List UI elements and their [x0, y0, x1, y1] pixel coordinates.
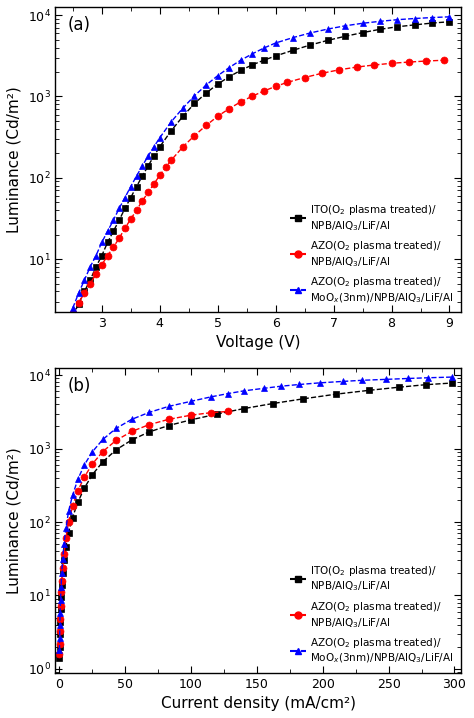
X-axis label: Current density (mA/cm²): Current density (mA/cm²) [161, 696, 356, 711]
Text: (b): (b) [68, 377, 91, 395]
Y-axis label: Luminance (Cd/m²): Luminance (Cd/m²) [7, 447, 22, 594]
Y-axis label: Luminance (Cd/m²): Luminance (Cd/m²) [7, 86, 22, 233]
X-axis label: Voltage (V): Voltage (V) [216, 335, 301, 350]
Legend: ITO(O$_2$ plasma treated)/
NPB/AlQ$_3$/LiF/Al, AZO(O$_2$ plasma treated)/
NPB/Al: ITO(O$_2$ plasma treated)/ NPB/AlQ$_3$/L… [288, 201, 456, 307]
Text: (a): (a) [68, 17, 91, 34]
Legend: ITO(O$_2$ plasma treated)/
NPB/AlQ$_3$/LiF/Al, AZO(O$_2$ plasma treated)/
NPB/Al: ITO(O$_2$ plasma treated)/ NPB/AlQ$_3$/L… [288, 561, 456, 668]
